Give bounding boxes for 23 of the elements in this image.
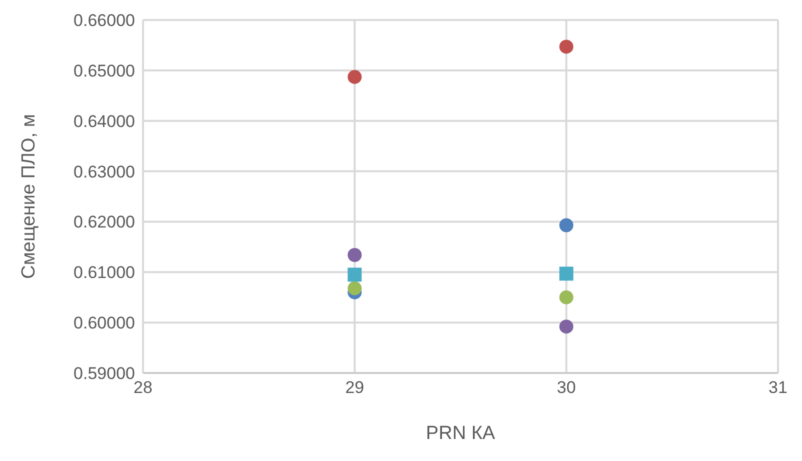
- x-tick-label: 29: [345, 378, 364, 398]
- y-tick-label: 0.61000: [74, 263, 135, 282]
- point: [559, 218, 574, 232]
- point: [348, 70, 362, 84]
- point: [559, 40, 574, 54]
- y-axis-title: Смещение ПЛО, м: [18, 114, 40, 279]
- y-tick-label: 0.62000: [74, 212, 135, 232]
- point: [348, 268, 362, 282]
- y-tick-label: 0.59000: [74, 364, 135, 384]
- x-axis-title: PRN КА: [426, 423, 496, 444]
- point: [348, 281, 362, 296]
- x-tick-label: 30: [556, 378, 576, 398]
- point: [559, 266, 574, 281]
- y-tick-label: 0.65000: [74, 61, 135, 80]
- y-tick-label: 0.63000: [74, 162, 135, 182]
- x-tick-label: 28: [134, 378, 152, 398]
- y-tick-label: 0.64000: [74, 112, 135, 131]
- x-tick-label: 31: [768, 378, 788, 398]
- y-tick-label: 0.66000: [74, 11, 135, 30]
- y-tick-label: 0.60000: [74, 314, 135, 333]
- point: [559, 320, 574, 334]
- point: [559, 290, 574, 304]
- point: [348, 248, 362, 262]
